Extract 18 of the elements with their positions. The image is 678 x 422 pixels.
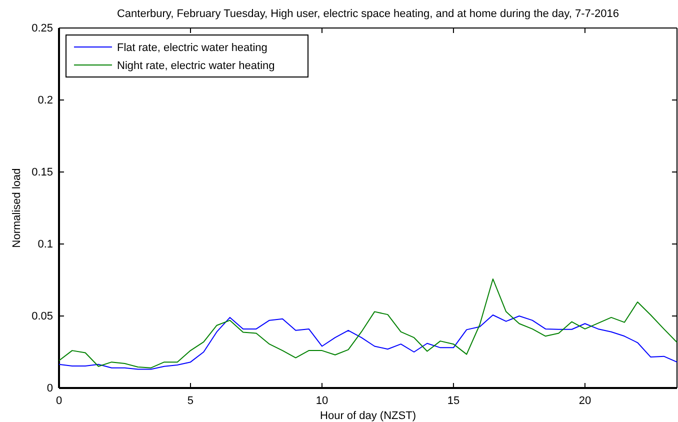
line-series bbox=[59, 314, 677, 370]
y-tick-label: 0.2 bbox=[38, 94, 53, 107]
x-tick-label: 10 bbox=[316, 394, 328, 407]
y-tick-label: 0.05 bbox=[32, 310, 53, 323]
y-tick-label: 0.1 bbox=[38, 238, 53, 251]
x-tick-label: 20 bbox=[578, 394, 592, 407]
y-axis-title: Normalised load bbox=[11, 168, 23, 248]
x-tick-label: 0 bbox=[56, 394, 62, 407]
legend-label: Flat rate, electric water heating bbox=[117, 42, 268, 54]
x-axis-title: Hour of day (NZST) bbox=[320, 410, 416, 422]
y-tick-label: 0 bbox=[46, 382, 53, 395]
legend-label: Night rate, electric water heating bbox=[117, 60, 275, 72]
chart-title: Canterbury, February Tuesday, High user, electric space heating, and at home during the day, 7-7-2016 bbox=[116, 8, 620, 20]
y-tick-label: 0.25 bbox=[32, 22, 53, 35]
x-tick-label: 15 bbox=[447, 394, 460, 407]
x-tick-label: 5 bbox=[187, 394, 194, 407]
line-series bbox=[59, 278, 677, 368]
y-tick-label: 0.15 bbox=[32, 166, 53, 179]
